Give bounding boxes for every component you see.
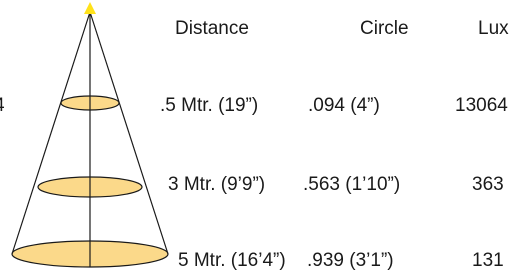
- cone-edge: [90, 12, 168, 254]
- cell: 13064: [455, 95, 508, 116]
- light-cone: [12, 12, 168, 267]
- cell: .094 (4”): [308, 95, 380, 116]
- header: Circle: [360, 18, 409, 39]
- cone-edge: [12, 12, 90, 254]
- header: Distance: [175, 18, 249, 39]
- left-label: 4: [0, 95, 5, 116]
- cell: 5 Mtr. (16’4”): [178, 250, 286, 271]
- cell: 363: [472, 174, 504, 195]
- cell: .5 Mtr. (19”): [160, 95, 258, 116]
- cell: 131: [472, 250, 504, 271]
- light-source: [84, 2, 96, 14]
- cell: .939 (3’1”): [307, 250, 394, 271]
- cell: .563 (1’10”): [303, 174, 400, 195]
- header: Lux: [478, 18, 509, 39]
- cell: 3 Mtr. (9’9”): [168, 174, 265, 195]
- diagram: 4 Distance Circle Lux .5 Mtr. (19”) .094…: [0, 0, 527, 274]
